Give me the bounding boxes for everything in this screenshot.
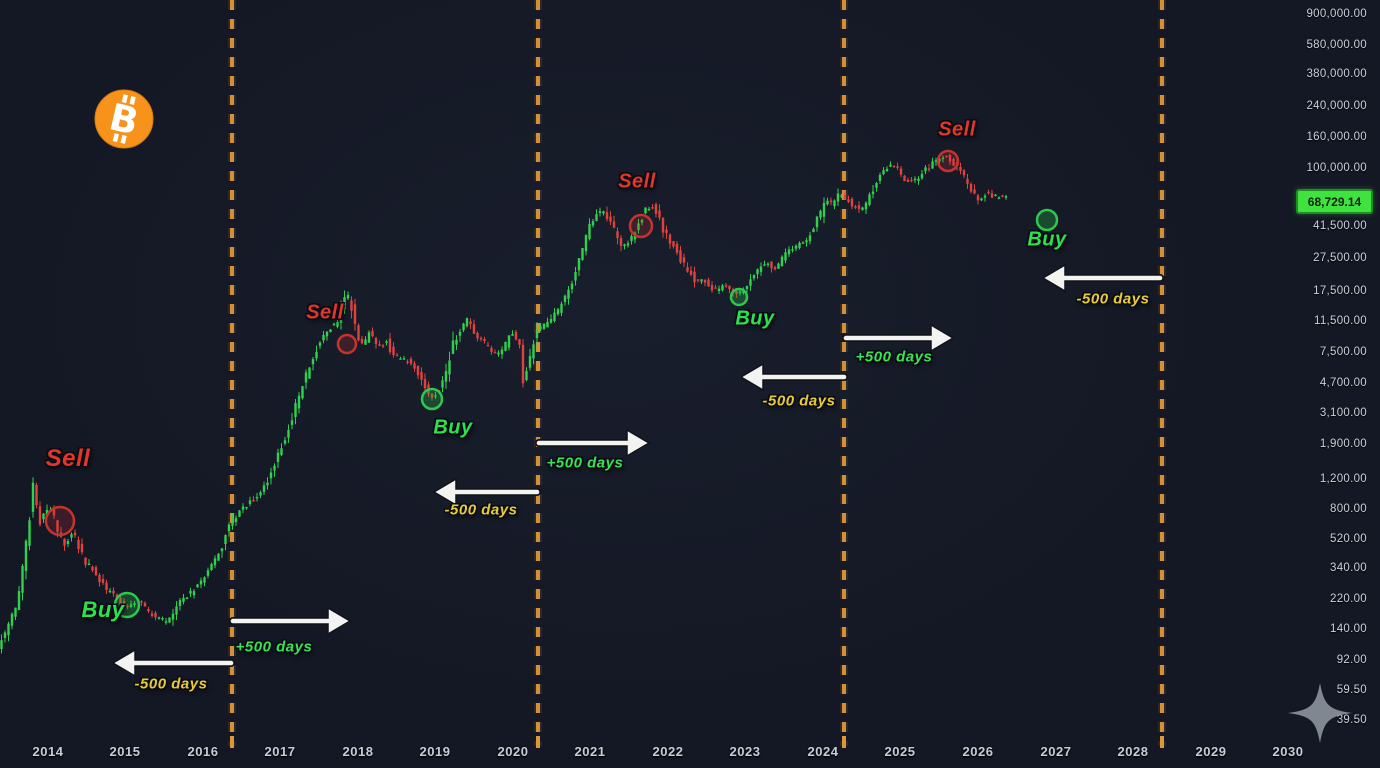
year-tick-label: 2024 [807,744,839,759]
price-tick-label: 59.50 [1336,684,1367,696]
year-tick-label: 2014 [32,744,64,759]
price-tick-label: 3,100.00 [1319,407,1367,419]
candlesticks [0,153,1008,654]
year-tick-label: 2018 [342,744,374,759]
sparkle-watermark-icon [1288,683,1352,743]
price-tick-label: 4,700.00 [1319,377,1367,389]
year-tick-label: 2030 [1272,744,1304,759]
year-tick-label: 2025 [884,744,916,759]
year-tick-label: 2020 [497,744,529,759]
price-tick-label: 140.00 [1330,623,1367,635]
cycle-offset-arrows [111,263,1164,678]
price-tick-label: 580,000.00 [1306,39,1367,51]
price-tick-label: 240,000.00 [1306,100,1367,112]
year-tick-label: 2021 [574,744,606,759]
buy-sell-circle-markers [44,149,1059,619]
price-tick-label: 340.00 [1330,562,1367,574]
price-tick-label: 900,000.00 [1306,8,1367,20]
price-tick-label: 7,500.00 [1319,346,1367,358]
buy-circle-marker[interactable] [729,287,749,307]
buy-circle-marker[interactable] [113,591,141,619]
sell-circle-marker[interactable] [44,505,76,537]
year-tick-label: 2027 [1040,744,1072,759]
price-tick-label: 27,500.00 [1313,252,1367,264]
bitcoin-logo-icon: B [94,89,154,149]
buy-circle-marker[interactable] [1035,208,1059,232]
year-tick-label: 2019 [419,744,451,759]
price-tick-label: 160,000.00 [1306,131,1367,143]
year-tick-label: 2015 [109,744,141,759]
buy-circle-marker[interactable] [420,387,444,411]
price-tick-label: 17,500.00 [1313,285,1367,297]
price-tick-label: 11,500.00 [1313,315,1367,327]
year-tick-label: 2029 [1195,744,1227,759]
price-tick-label: 380,000.00 [1306,68,1367,80]
year-tick-label: 2022 [652,744,684,759]
price-tick-label: 220.00 [1330,593,1367,605]
price-tick-label: 92.00 [1336,654,1367,666]
sell-circle-marker[interactable] [936,149,960,173]
halving-dashed-lines [228,0,1166,748]
year-tick-label: 2023 [729,744,761,759]
price-tick-label: 100,000.00 [1306,162,1367,174]
sell-circle-marker[interactable] [628,213,654,239]
price-tick-label: 39.50 [1336,714,1367,726]
price-tick-label: 41,500.00 [1313,220,1367,232]
price-tick-label: 1,200.00 [1319,473,1367,485]
year-tick-label: 2017 [264,744,296,759]
sell-circle-marker[interactable] [336,333,358,355]
last-price-badge: 68,729.14 [1296,189,1373,214]
price-tick-label: 800.00 [1330,503,1367,515]
price-tick-label: 1,900.00 [1319,438,1367,450]
year-tick-label: 2026 [962,744,994,759]
year-tick-label: 2028 [1117,744,1149,759]
year-tick-label: 2016 [187,744,219,759]
price-tick-label: 520.00 [1330,533,1367,545]
